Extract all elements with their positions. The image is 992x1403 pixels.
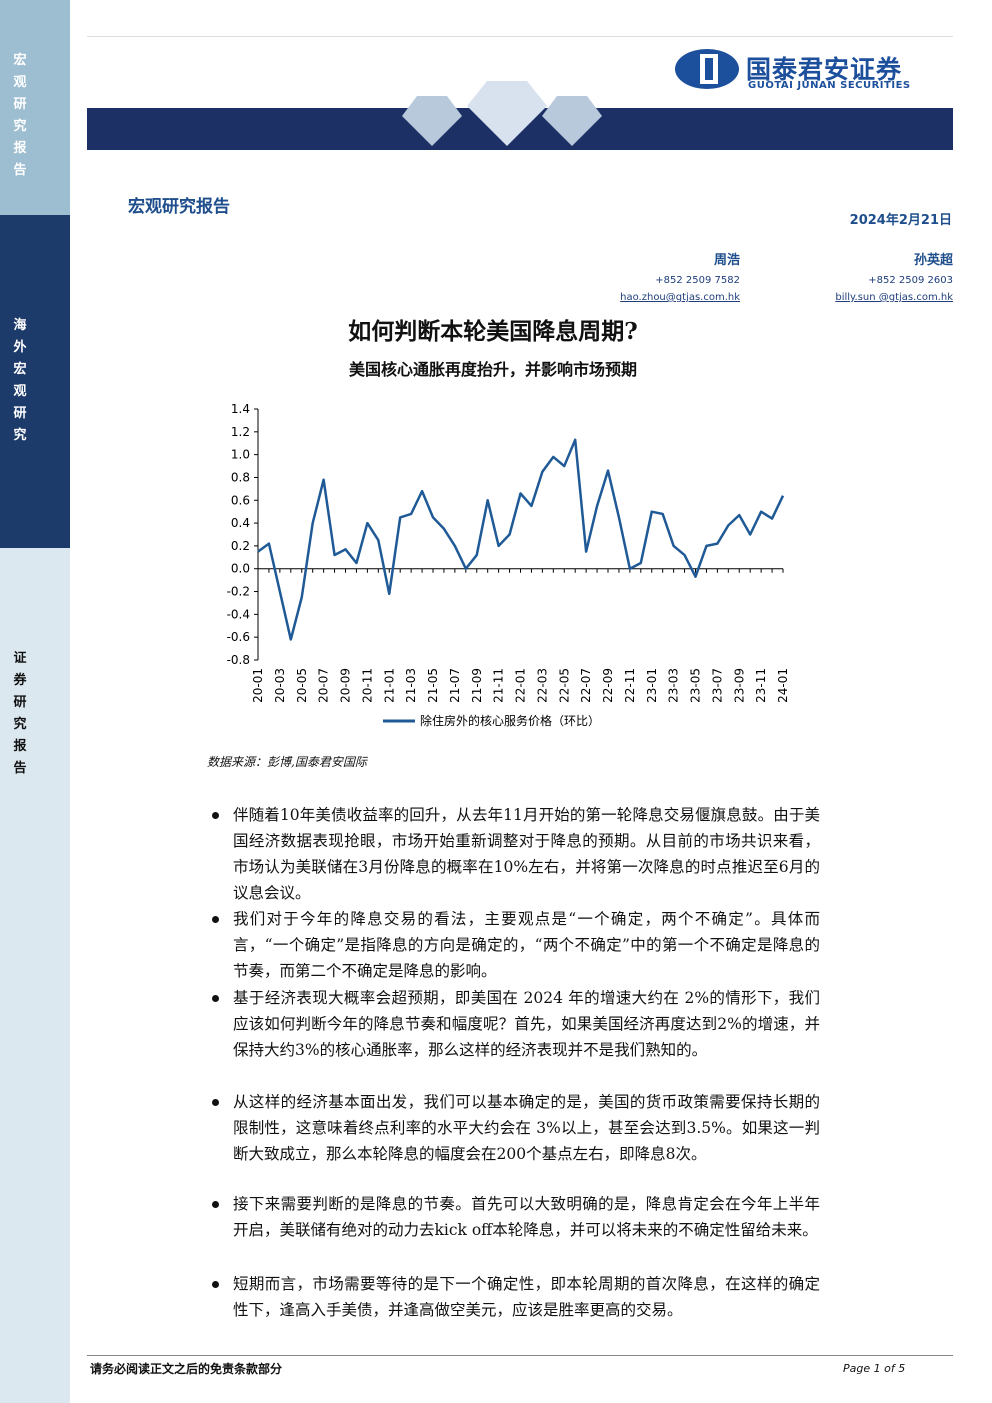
x-tick-label: 20-03 [273, 668, 287, 703]
sidebar-label: 证券研究报告 [13, 651, 27, 776]
x-tick-label: 22-09 [601, 668, 615, 703]
author-name: 孙英超 [913, 253, 953, 268]
x-tick-label: 23-11 [754, 668, 768, 703]
author: 孙英超 +852 2509 2603 billy.sun @gtjas.com.… [835, 249, 953, 303]
disclaimer: 请务必阅读正文之后的免责条款部分 [90, 1362, 283, 1376]
y-tick-label: 0.6 [231, 493, 250, 507]
title: 如何判断本轮美国降息周期? [348, 318, 638, 345]
bullet: 伴随着10年美债收益率的回升，从去年11月开始的第一轮降息交易偃旗息鼓。由于美国… [210, 802, 820, 906]
y-tick-label: -0.2 [227, 585, 250, 599]
chart: -0.8 -0.6 -0.4 -0.2 0.0 0.2 0.4 0.6 0.8 1.0 1.2 1.4… [227, 402, 790, 728]
bullet-text: 接下来需要判断的是降息的节奏。首先可以大致明确的是，降息肯定会在今年上半年开启，… [233, 1195, 820, 1239]
author-phone: +852 2509 7582 [655, 275, 740, 286]
x-tick-label: 20-11 [360, 668, 374, 703]
bullet-text: 我们对于今年的降息交易的看法，主要观点是“一个确定，两个不确定”。具体而言，“一… [233, 910, 820, 980]
bullet: 接下来需要判断的是降息的节奏。首先可以大致明确的是，降息肯定会在今年上半年开启，… [210, 1191, 820, 1243]
x-tick-label: 24-01 [776, 668, 790, 703]
report-type: 宏观研究报告 [128, 197, 230, 217]
bullet: 基于经济表现大概率会超预期，即美国在 2024 年的增速大约在 2%的情形下，我… [210, 985, 820, 1063]
x-tick-label: 23-03 [667, 668, 681, 703]
y-tick-label: -0.8 [227, 653, 250, 667]
y-tick-label: 0.4 [231, 516, 250, 530]
x-tick-label: 22-11 [623, 668, 637, 703]
bullet-text: 从这样的经济基本面出发，我们可以基本确定的是，美国的货币政策需要保持长期的限制性… [233, 1093, 820, 1163]
x-tick-label: 21-05 [426, 668, 440, 703]
x-tick-label: 22-03 [535, 668, 549, 703]
y-tick-label: 1.0 [231, 448, 250, 462]
author-name: 周浩 [713, 253, 740, 268]
x-tick-label: 21-11 [492, 668, 506, 703]
legend-label: 除住房外的核心服务价格（环比） [420, 713, 600, 728]
logo-name: 国泰君安证券 [746, 55, 903, 84]
x-tick-label: 20-01 [251, 668, 265, 703]
bullet-text: 伴随着10年美债收益率的回升，从去年11月开始的第一轮降息交易偃旗息鼓。由于美国… [233, 806, 820, 902]
top-rule [87, 36, 953, 37]
y-tick-label: 0.0 [231, 562, 250, 576]
footer-rule [87, 1355, 953, 1356]
bullet: 短期而言，市场需要等待的是下一个确定性，即本轮周期的首次降息，在这样的确定性下，… [210, 1271, 820, 1323]
author-phone: +852 2509 2603 [868, 275, 953, 286]
y-tick-label: -0.6 [227, 630, 250, 644]
x-tick-label: 22-07 [579, 668, 593, 703]
y-tick-label: -0.4 [227, 607, 250, 621]
author-email[interactable]: hao.zhou@gtjas.com.hk [620, 292, 740, 303]
sidebar-top: 宏观研究报告 [0, 0, 70, 215]
x-tick-label: 21-09 [470, 668, 484, 703]
x-tick-label: 23-05 [689, 668, 703, 703]
y-tick-label: 1.2 [231, 425, 250, 439]
x-tick-label: 21-01 [382, 668, 396, 703]
bullet-text: 短期而言，市场需要等待的是下一个确定性，即本轮周期的首次降息，在这样的确定性下，… [233, 1275, 820, 1319]
bullet-text: 基于经济表现大概率会超预期，即美国在 2024 年的增速大约在 2%的情形下，我… [233, 989, 820, 1059]
y-tick-label: 0.2 [231, 539, 250, 553]
source: 数据来源：彭博,国泰君安国际 [207, 755, 367, 769]
sidebar-label: 海外宏观研究 [13, 318, 27, 443]
sidebar-mid: 海外宏观研究 [0, 215, 70, 548]
series-line [257, 438, 785, 641]
page-number: Page 1 of 5 [843, 1362, 906, 1375]
x-tick-label: 22-01 [514, 668, 528, 703]
bullet: 我们对于今年的降息交易的看法，主要观点是“一个确定，两个不确定”。具体而言，“一… [210, 906, 820, 984]
logo-english: GUOTAI JUNAN SECURITIES [748, 80, 911, 91]
subtitle: 美国核心通胀再度抬升，并影响市场预期 [348, 360, 637, 379]
x-tick-label: 20-05 [295, 668, 309, 703]
x-tick-label: 21-03 [404, 668, 418, 703]
logo-mark [675, 49, 739, 89]
bullet: 从这样的经济基本面出发，我们可以基本确定的是，美国的货币政策需要保持长期的限制性… [210, 1089, 820, 1167]
sidebar-bottom: 证券研究报告 [0, 548, 70, 1403]
y-tick-label: 1.4 [231, 402, 250, 416]
x-tick-label: 20-09 [339, 668, 353, 703]
x-tick-label: 23-01 [645, 668, 659, 703]
x-tick-label: 21-07 [448, 668, 462, 703]
x-tick-label: 20-07 [317, 668, 331, 703]
date: 2024年2月21日 [849, 213, 952, 228]
x-tick-label: 22-05 [557, 668, 571, 703]
x-tick-label: 23-07 [710, 668, 724, 703]
author-email[interactable]: billy.sun @gtjas.com.hk [835, 292, 953, 303]
sidebar-label: 宏观研究报告 [13, 53, 27, 178]
x-tick-label: 23-09 [732, 668, 746, 703]
banner [87, 81, 953, 150]
y-tick-label: 0.8 [231, 470, 250, 484]
author: 周浩 +852 2509 7582 hao.zhou@gtjas.com.hk [620, 249, 740, 303]
